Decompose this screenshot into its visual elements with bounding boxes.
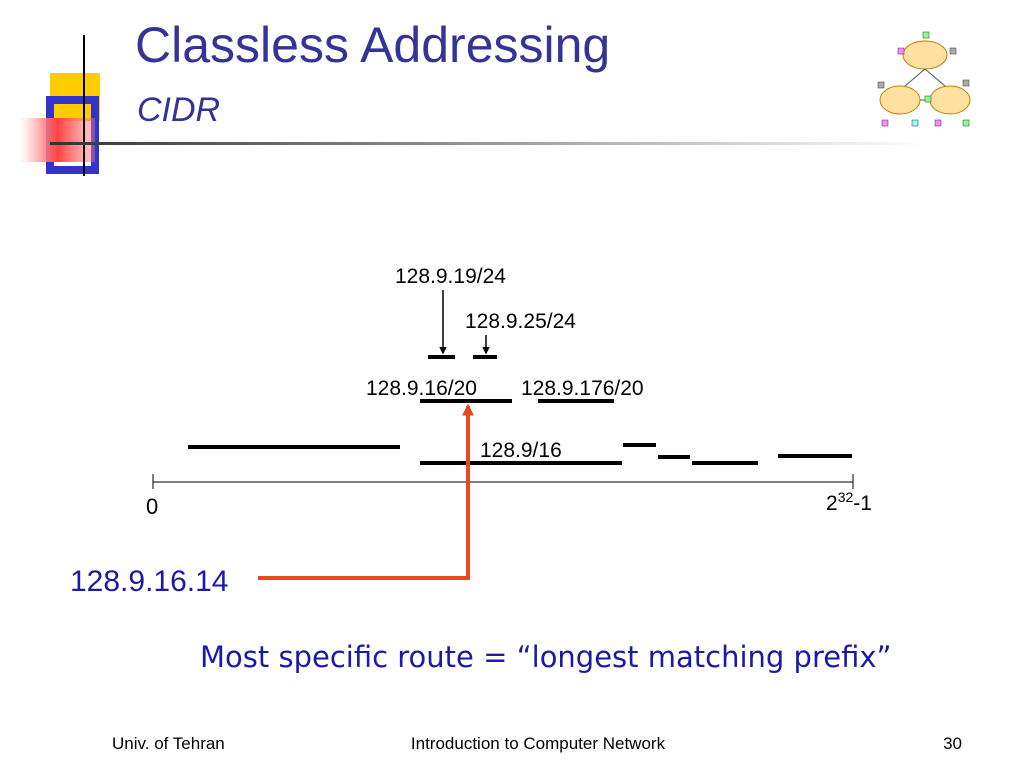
lookup-arrow bbox=[258, 403, 474, 580]
footer-left: Univ. of Tehran bbox=[112, 734, 225, 753]
subtitle: CIDR bbox=[137, 91, 220, 129]
diagram: 128.9.19/24 128.9.25/24 128.9.16/20 128.… bbox=[70, 265, 872, 598]
title: Classless Addressing bbox=[135, 17, 610, 73]
prefix-label: 128.9.19/24 bbox=[395, 265, 506, 288]
prefix-label: 128.9.25/24 bbox=[465, 310, 576, 333]
prefix-label: 128.9/16 bbox=[480, 439, 562, 462]
network-icon bbox=[877, 31, 971, 127]
axis-end-exponent: 32 bbox=[838, 489, 854, 505]
axis-end: 232-1 bbox=[826, 489, 872, 515]
prefix-label: 128.9.16/20 bbox=[366, 377, 477, 400]
address: 128.9.16.14 bbox=[70, 565, 228, 598]
axis-end-suffix: -1 bbox=[853, 492, 872, 515]
footer-right: 30 bbox=[943, 734, 962, 753]
caption: Most specific route = “longest matching … bbox=[200, 640, 892, 674]
axis-start: 0 bbox=[146, 494, 158, 519]
footer-center: Introduction to Computer Network bbox=[411, 734, 666, 753]
prefix-label: 128.9.176/20 bbox=[521, 377, 644, 400]
decoration bbox=[20, 35, 930, 176]
axis-end-base: 2 bbox=[826, 492, 838, 515]
